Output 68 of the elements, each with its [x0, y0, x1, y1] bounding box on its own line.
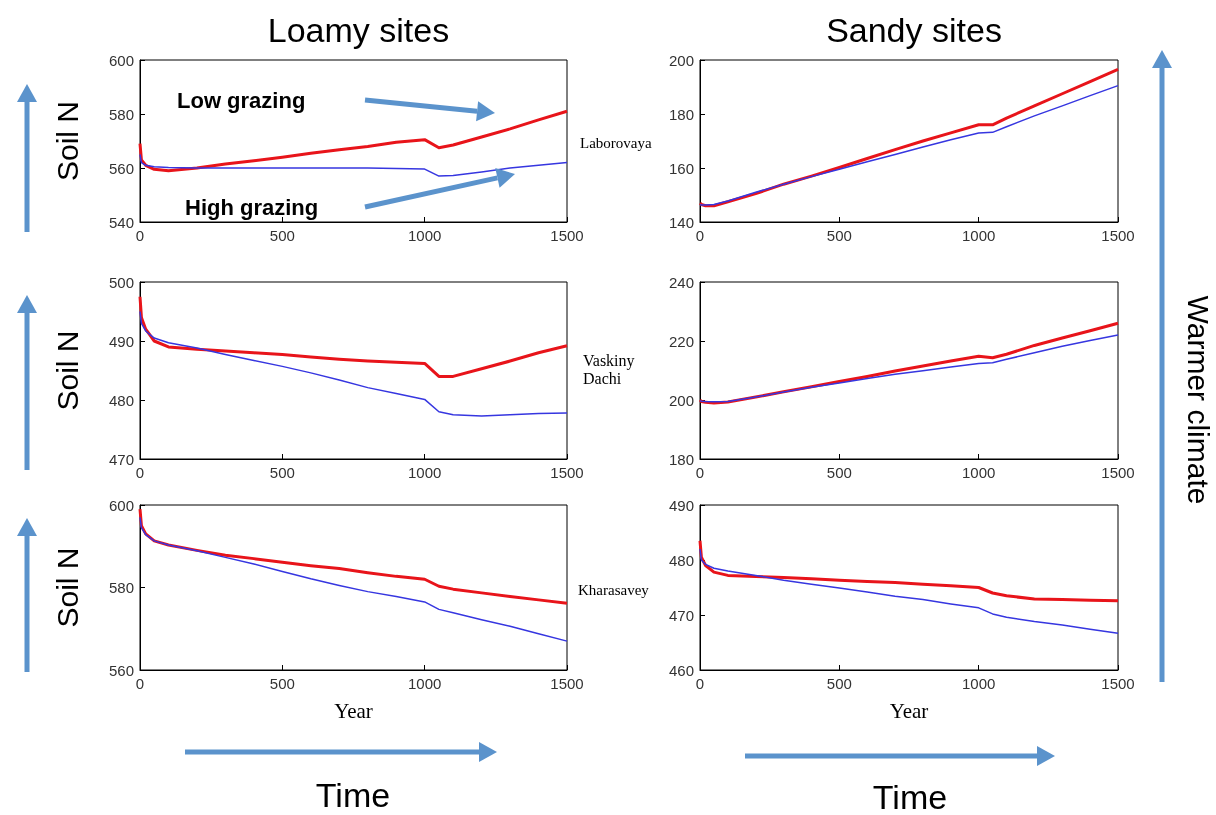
y-tick-label: 470 [108, 450, 134, 468]
x-tick-label: 500 [269, 675, 295, 692]
line-series [138, 295, 569, 378]
x-tick-label: 0 [695, 464, 705, 481]
x-tick-label: 500 [826, 675, 852, 692]
y-tick-label: 460 [668, 661, 694, 679]
x-tick-label: 0 [135, 227, 145, 244]
y-tick-label: 160 [668, 159, 694, 177]
y-axis-title: Soil N [50, 547, 84, 628]
text: Time [315, 775, 391, 815]
line-series [139, 310, 568, 417]
x-tick-label: 1500 [550, 464, 584, 481]
x-tick-label: 500 [826, 464, 852, 481]
y-tick-label: 600 [108, 51, 134, 69]
line-series [698, 539, 1120, 603]
y-tick-label: 490 [668, 496, 694, 514]
y-tick-label: 500 [108, 273, 134, 291]
x-tick-label: 1000 [407, 675, 442, 692]
chart-title: Sandy sites [826, 11, 1002, 49]
y-tick-label: 540 [108, 213, 134, 231]
text: Laborovaya [580, 134, 652, 152]
y-tick-label: 490 [108, 332, 134, 350]
y-axis-title: Soil N [50, 330, 84, 411]
y-tick-label: 600 [108, 496, 134, 514]
x-tick-label: 1500 [1101, 464, 1135, 481]
x-tick-label: 0 [135, 675, 145, 692]
x-tick-label: 1000 [407, 464, 442, 481]
x-tick-label: 1500 [550, 675, 584, 692]
annotation: High grazing [185, 195, 319, 221]
text: Warmer climate [1181, 295, 1215, 505]
y-tick-label: 480 [108, 391, 134, 409]
y-tick-label: 560 [108, 159, 134, 177]
line-series [139, 516, 568, 642]
line-series [699, 334, 1119, 403]
y-tick-label: 180 [668, 450, 694, 468]
text: Time [872, 777, 948, 815]
chart-title: Loamy sites [267, 11, 450, 49]
annotation: Low grazing [177, 88, 306, 114]
y-tick-label: 580 [108, 105, 134, 123]
x-tick-label: 1500 [1101, 675, 1135, 692]
x-axis-title: Year [334, 698, 373, 723]
y-tick-label: 470 [668, 606, 694, 624]
text: Kharasavey [578, 581, 649, 599]
x-tick-label: 0 [695, 227, 705, 244]
y-tick-label: 480 [668, 551, 694, 569]
x-tick-label: 0 [135, 464, 145, 481]
x-tick-label: 0 [695, 675, 705, 692]
y-axis-title: Soil N [50, 100, 84, 182]
x-tick-label: 500 [269, 227, 295, 244]
y-tick-label: 180 [668, 105, 694, 123]
y-tick-label: 580 [108, 579, 134, 596]
x-tick-label: 500 [826, 227, 852, 244]
y-tick-label: 560 [108, 661, 134, 679]
y-tick-label: 220 [668, 332, 694, 350]
x-tick-label: 1000 [407, 227, 442, 244]
line-series [699, 548, 1119, 634]
y-tick-label: 240 [668, 273, 694, 291]
x-tick-label: 1500 [550, 227, 584, 244]
y-tick-label: 140 [668, 213, 694, 231]
y-tick-label: 200 [668, 51, 694, 69]
text: Vaskiny Dachi [583, 352, 636, 388]
x-tick-label: 500 [269, 464, 295, 481]
y-tick-label: 200 [668, 391, 694, 409]
x-tick-label: 1000 [961, 227, 996, 244]
x-tick-label: 1000 [961, 464, 996, 481]
x-axis-title: Year [889, 698, 929, 723]
x-tick-label: 1000 [961, 675, 996, 692]
x-tick-label: 1500 [1101, 227, 1135, 244]
